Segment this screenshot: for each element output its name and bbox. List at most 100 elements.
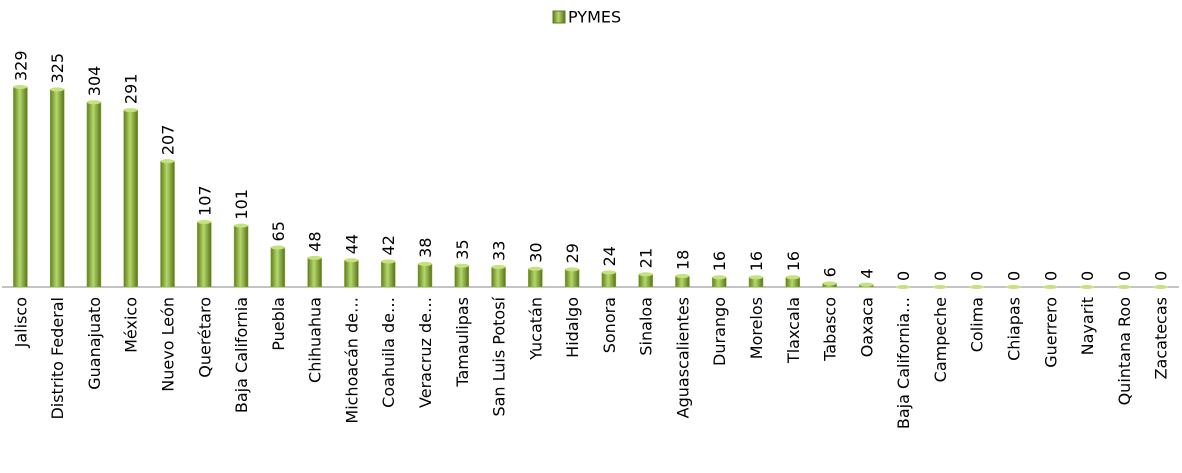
data-label: 304 [85,66,104,97]
data-label: 35 [453,239,472,259]
bar [49,89,65,288]
x-tick-label: Morelos [747,297,766,359]
data-label: 6 [821,267,840,277]
data-label: 38 [416,238,435,258]
bar-cap [123,108,138,113]
x-tick-label: Chiapas [1004,297,1023,361]
x-tick-label: Campeche [931,297,950,382]
legend-swatch [552,10,566,24]
x-tick-label: Distrito Federal [48,297,67,420]
x-tick-label: Zacatecas [1152,297,1171,379]
data-label: 16 [784,251,803,271]
bar-cap [785,275,800,280]
x-tick-label: Hidalgo [563,297,582,358]
bar-cap [344,258,359,263]
x-tick-label: Quintana Roo [1115,297,1134,405]
data-label: 24 [600,246,619,266]
bar-cap [565,267,580,272]
bar-cap [822,281,837,286]
data-label: 29 [563,243,582,263]
bar-cap [712,275,727,280]
bar [417,263,433,288]
x-tick-label: Jalisco [11,297,30,348]
data-label: 0 [931,271,950,281]
bar [197,221,212,288]
bar-cap [307,255,322,260]
x-tick-label: Aguascalientes [673,297,692,418]
bar [233,225,249,288]
x-tick-label: Querétaro [195,297,214,378]
bar-cap [1080,285,1095,289]
bar-cap [1043,285,1058,289]
legend-label: PYMES [568,8,621,27]
data-label: 16 [710,251,729,271]
data-label: 21 [637,248,656,268]
data-label: 44 [342,234,361,254]
bar-cap [417,261,432,266]
bar-cap [932,285,947,289]
data-label: 291 [122,74,141,105]
data-label: 207 [159,125,178,156]
x-tick-label: Guanajuato [85,297,104,390]
bar-cap [454,263,469,268]
data-label: 65 [269,221,288,241]
bar [454,265,470,288]
bar-cap [270,245,285,250]
x-tick-label: Tlaxcala [784,297,803,364]
bar [13,86,28,288]
bar-cap [160,159,175,164]
data-label: 16 [747,251,766,271]
x-tick-label: Baja California [232,297,251,413]
data-label: 0 [1041,271,1060,281]
x-tick-label: Nuevo León [159,297,178,392]
bar [344,260,359,288]
bar [160,160,175,288]
data-label: 325 [48,53,67,84]
x-tick-label: San Luis Potosí [490,296,509,416]
x-tick-label: Yucatán [526,297,545,361]
x-tick-label: Sinaloa [637,297,656,356]
bar-cap [50,87,65,92]
x-tick-label: Nayarit [1078,297,1097,355]
bar-cap [1153,285,1168,289]
x-tick-label: Durango [710,297,729,366]
data-label: 107 [195,185,214,216]
data-label: 0 [1004,271,1023,281]
bar-cap [638,272,653,277]
data-label: 0 [1115,271,1134,281]
x-tick-label: Veracruz de… [416,297,435,408]
bar-cap [601,270,616,275]
bar [307,257,322,288]
x-tick-label: Sonora [600,297,619,353]
x-tick-label: Michoacán de… [342,297,361,424]
data-label: 101 [232,189,251,220]
data-label: 30 [526,242,545,262]
bar [601,272,617,288]
data-label: 329 [11,50,30,81]
bar-cap [969,285,984,289]
bar-cap [491,264,506,269]
x-tick-label: Baja California… [894,297,913,429]
bar [528,268,543,288]
data-label: 0 [1078,271,1097,281]
x-tick-label: Colima [968,297,987,352]
data-label: 18 [673,250,692,270]
x-tick-label: Tamaulipas [453,297,472,388]
x-tick-label: Puebla [269,297,288,351]
bar-cap [1006,285,1021,289]
bar [86,101,102,288]
bar-cap [896,285,911,289]
data-label: 0 [1152,271,1171,281]
data-label: 4 [857,268,876,278]
bar-cap [528,266,543,271]
bar-cap [197,219,212,224]
bar [380,261,396,288]
bar-cap [749,275,764,280]
data-label: 0 [968,271,987,281]
bar [564,269,580,288]
bar-cap [675,274,690,279]
data-label: 42 [379,235,398,255]
x-tick-label: Chihuahua [306,297,325,383]
data-label: 0 [894,271,913,281]
data-label: 48 [306,231,325,251]
